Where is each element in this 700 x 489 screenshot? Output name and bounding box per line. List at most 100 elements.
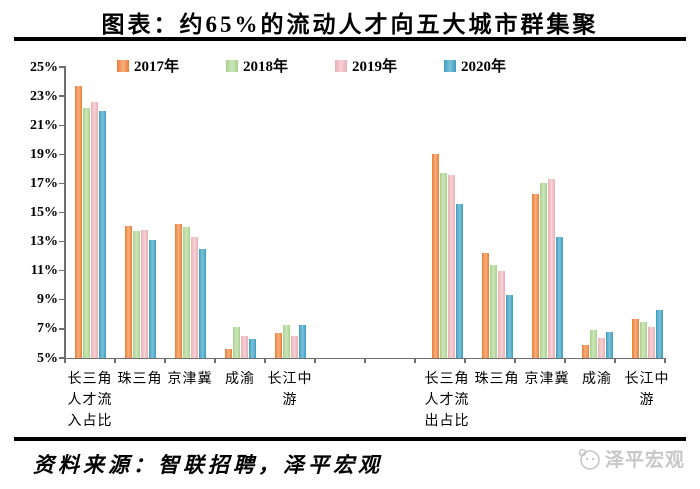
y-tick-label: 9%	[37, 292, 58, 308]
y-tick-mark	[59, 182, 64, 185]
bar-outflow-成渝-2017年	[581, 344, 589, 358]
bar-outflow-长江中游-2020年	[655, 310, 663, 358]
x-category-label-line: 长三角	[67, 372, 113, 387]
x-category-label-inflow-京津冀: 京津冀	[158, 369, 222, 390]
bar-outflow-珠三角-2019年	[497, 270, 505, 358]
x-category-label-line: 长三角	[424, 372, 470, 387]
y-tick-label: 11%	[30, 263, 58, 279]
bar-outflow-珠三角-2020年	[505, 295, 513, 358]
bar-outflow-京津冀-2017年	[531, 193, 539, 358]
legend-swatch-icon	[444, 59, 457, 72]
x-category-label-line: 珠三角	[474, 372, 520, 387]
bar-inflow-成渝-2019年	[240, 336, 248, 358]
y-tick-mark	[59, 328, 64, 330]
x-category-label-line: 人才流	[424, 393, 470, 408]
x-tick-mark	[414, 358, 416, 363]
y-tick-mark	[59, 357, 64, 359]
bar-inflow-长江中游-2018年	[282, 324, 290, 358]
bar-outflow-京津冀-2018年	[539, 183, 547, 358]
y-tick-mark	[59, 66, 64, 68]
x-tick-mark	[114, 358, 116, 363]
x-tick-mark	[164, 358, 166, 363]
x-tick-mark	[64, 358, 66, 363]
bar-outflow-长三角-2018年	[439, 173, 447, 358]
bar-outflow-京津冀-2020年	[555, 237, 563, 358]
y-tick-label: 21%	[30, 117, 58, 133]
x-category-label-line: 入占比	[67, 414, 113, 429]
x-category-label-inflow-长江中游: 长江中游	[258, 369, 322, 411]
legend-item-2017年: 2017年	[117, 55, 179, 76]
bar-inflow-珠三角-2019年	[140, 229, 148, 358]
y-axis-line	[64, 66, 66, 359]
y-tick-mark	[59, 240, 64, 243]
legend-item-2019年: 2019年	[335, 55, 397, 76]
x-category-label-inflow-珠三角: 珠三角	[108, 369, 172, 390]
x-tick-mark	[364, 358, 366, 363]
x-category-label-line: 游	[639, 393, 655, 408]
y-tick-label: 5%	[37, 350, 58, 366]
bar-inflow-珠三角-2017年	[124, 225, 132, 358]
x-tick-mark	[214, 358, 216, 363]
bar-inflow-珠三角-2018年	[132, 231, 140, 358]
x-category-label-outflow-长江中游: 长江中游	[615, 369, 679, 411]
y-tick-mark	[59, 270, 64, 272]
bar-inflow-京津冀-2018年	[182, 227, 190, 358]
footer-divider	[14, 437, 686, 441]
bar-outflow-长江中游-2017年	[631, 318, 639, 358]
x-tick-mark	[664, 358, 666, 363]
y-tick-label: 25%	[30, 59, 58, 75]
x-tick-mark	[514, 358, 516, 363]
bar-outflow-长三角-2017年	[431, 154, 439, 358]
x-tick-mark	[314, 358, 316, 363]
x-category-label-line: 京津冀	[167, 372, 213, 387]
bar-inflow-成渝-2018年	[232, 327, 240, 358]
bar-inflow-长江中游-2019年	[290, 336, 298, 358]
legend-swatch-icon	[226, 59, 239, 72]
watermark: 泽平宏观	[576, 445, 685, 472]
y-tick-mark	[59, 211, 64, 214]
watermark-text: 泽平宏观	[605, 450, 686, 471]
y-tick-label: 13%	[30, 234, 58, 250]
x-tick-mark	[614, 358, 616, 363]
x-category-label-outflow-珠三角: 珠三角	[465, 369, 529, 390]
x-category-label-line: 成渝	[582, 372, 612, 387]
legend-swatch-icon	[117, 59, 129, 72]
x-category-label-outflow-成渝: 成渝	[565, 369, 629, 390]
x-tick-mark	[564, 358, 566, 363]
x-tick-mark	[264, 358, 266, 363]
zeping-logo-icon	[578, 448, 600, 470]
x-category-label-inflow-成渝: 成渝	[208, 369, 272, 390]
x-category-label-line: 成渝	[225, 372, 255, 387]
bar-outflow-成渝-2020年	[605, 331, 613, 358]
bar-inflow-京津冀-2017年	[174, 224, 182, 358]
legend-label: 2019年	[352, 59, 398, 75]
bar-outflow-长江中游-2019年	[647, 327, 655, 358]
x-category-label-line: 长江中	[267, 372, 313, 387]
bar-outflow-成渝-2019年	[597, 337, 605, 358]
bar-inflow-长江中游-2020年	[298, 324, 306, 358]
y-tick-label: 17%	[30, 175, 58, 191]
bar-inflow-长三角-2018年	[82, 107, 90, 358]
chart-title: 图表：约65%的流动人才向五大城市群集聚	[101, 12, 599, 37]
x-category-label-inflow-长三角: 长三角 人才流 入占比	[58, 369, 122, 432]
bar-inflow-京津冀-2019年	[190, 237, 198, 358]
legend-swatch-icon	[335, 59, 348, 72]
legend-item-2018年: 2018年	[226, 55, 288, 76]
y-tick-label: 15%	[30, 205, 58, 220]
bar-outflow-长三角-2019年	[447, 174, 455, 358]
y-tick-label: 7%	[37, 321, 58, 337]
source-note: 资料来源：智联招聘，泽平宏观	[33, 453, 383, 477]
title-divider	[14, 37, 686, 41]
legend-label: 2018年	[243, 59, 289, 75]
x-category-label-line: 游	[282, 393, 298, 408]
x-tick-mark	[464, 358, 466, 363]
bar-outflow-长江中游-2018年	[639, 321, 647, 358]
bar-outflow-成渝-2018年	[589, 330, 597, 358]
x-category-label-outflow-京津冀: 京津冀	[515, 369, 579, 390]
bar-outflow-珠三角-2018年	[489, 264, 497, 358]
x-category-label-line: 出占比	[424, 414, 470, 429]
x-category-label-line: 长江中	[624, 372, 670, 387]
y-tick-label: 19%	[30, 146, 58, 162]
bar-inflow-珠三角-2020年	[148, 240, 156, 358]
x-category-label-line: 珠三角	[117, 372, 163, 387]
